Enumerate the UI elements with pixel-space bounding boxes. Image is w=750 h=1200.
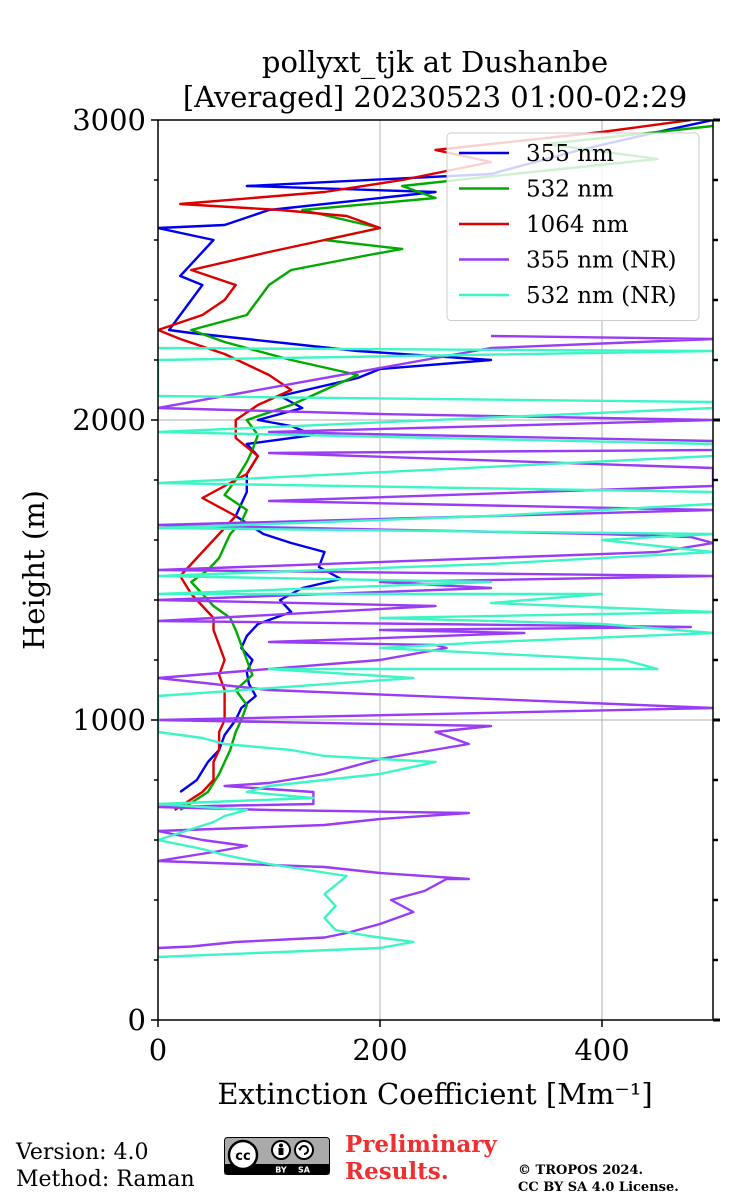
x-tick-label-2: 400 [574, 1033, 629, 1067]
sa-icon [294, 1140, 314, 1160]
preliminary-label-line2: Results. [345, 1158, 449, 1185]
chart-title: pollyxt_tjk at Dushanbe [262, 45, 608, 80]
cc-license-badge: cc BY SA [224, 1137, 330, 1175]
y-tick-label-0: 0 [128, 1003, 146, 1037]
method-text: Method: Raman [16, 1167, 195, 1192]
copyright-line2: CC BY SA 4.0 License. [518, 1180, 679, 1195]
series-line-4 [158, 346, 713, 959]
legend-label-4: 532 nm (NR) [526, 283, 677, 309]
y-tick-label-1: 1000 [72, 703, 146, 737]
series-layer [158, 120, 713, 959]
by-label: BY [275, 1166, 287, 1175]
version-text: Version: 4.0 [16, 1140, 149, 1165]
sa-label: SA [298, 1166, 311, 1175]
x-axis-label: Extinction Coefficient [Mm⁻¹] [217, 1077, 652, 1111]
legend: 355 nm 532 nm 1064 nm 355 nm (NR) 532 nm (NR… [446, 132, 700, 321]
svg-text:cc: cc [235, 1149, 250, 1164]
series-line-3 [158, 334, 713, 950]
x-tick-label-1: 200 [352, 1033, 407, 1067]
chart-subtitle: [Averaged] 20230523 01:00-02:29 [183, 80, 687, 114]
y-tick-label-2: 2000 [72, 403, 146, 437]
legend-label-0: 355 nm [526, 141, 614, 167]
legend-label-2: 1064 nm [526, 212, 629, 238]
preliminary-label-line1: Preliminary [345, 1131, 497, 1158]
copyright-line1: © TROPOS 2024. [518, 1163, 644, 1178]
legend-label-3: 355 nm (NR) [526, 248, 677, 274]
by-icon [271, 1140, 291, 1160]
x-tick-label-0: 0 [149, 1033, 167, 1067]
legend-label-1: 532 nm [526, 177, 614, 203]
y-axis-label: Height (m) [17, 490, 51, 650]
extinction-chart: pollyxt_tjk at Dushanbe [Averaged] 20230… [17, 45, 720, 1111]
legend-box [446, 132, 700, 321]
y-tick-label-3: 3000 [72, 103, 146, 137]
plot-frame [157, 119, 714, 1021]
cc-icon: cc [227, 1139, 259, 1171]
axis-layer: 0 200 400 0 1000 2000 3000 [72, 103, 720, 1067]
series-line-2 [158, 120, 691, 812]
